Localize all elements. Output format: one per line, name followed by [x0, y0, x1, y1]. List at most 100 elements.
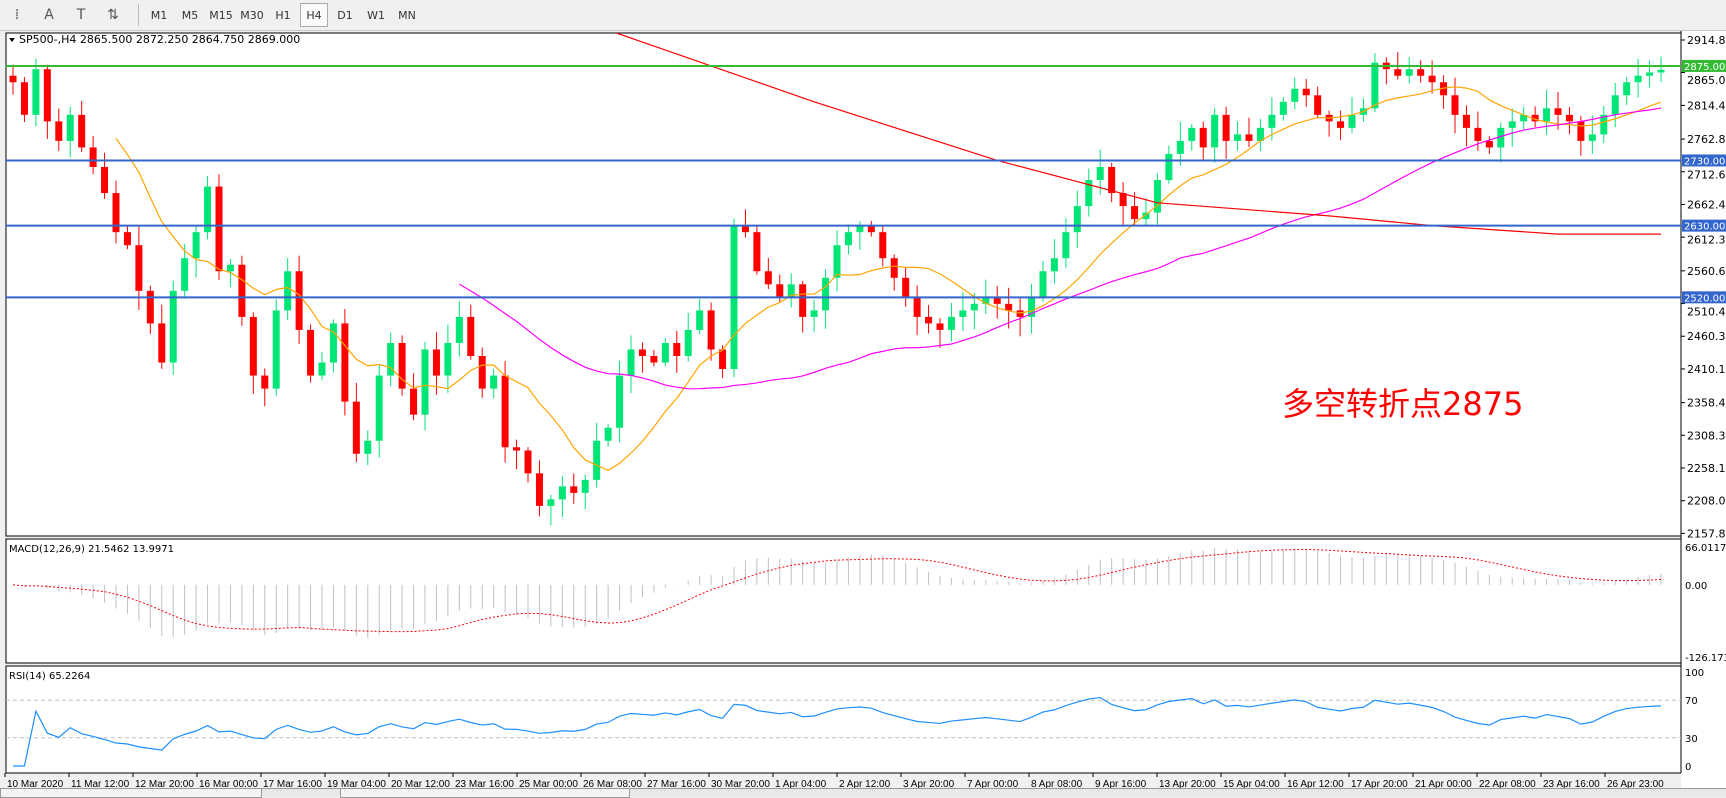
candle-body [719, 349, 727, 370]
timeframe-mn-button[interactable]: MN [398, 8, 416, 22]
candle-body [1142, 212, 1150, 220]
candle [364, 430, 372, 466]
timeframe-m30-button[interactable]: M30 [240, 8, 264, 22]
timeframe-m5-button[interactable]: M5 [181, 8, 199, 22]
text-icon[interactable]: T [76, 7, 86, 23]
candle [890, 254, 898, 291]
candle [284, 258, 292, 321]
candle [787, 273, 795, 308]
candle [1337, 110, 1345, 141]
candle [993, 285, 1001, 319]
candle-body [764, 271, 772, 285]
time-label: 26 Apr 23:00 [1607, 779, 1664, 788]
candle-body [833, 245, 841, 278]
time-label: 16 Apr 12:00 [1287, 779, 1344, 788]
candle [89, 136, 97, 175]
candle [1611, 82, 1619, 128]
candle-body [375, 375, 383, 441]
time-label: 17 Mar 16:00 [263, 779, 322, 788]
rsi-tick-label: 0 [1685, 762, 1691, 773]
candle [1222, 106, 1230, 159]
candle-body [1039, 271, 1047, 298]
candle [570, 473, 578, 504]
candle [1520, 107, 1528, 131]
candle-body [432, 349, 440, 376]
candle [318, 351, 326, 381]
time-label: 9 Apr 16:00 [1095, 779, 1147, 788]
candle [833, 230, 841, 292]
arrows-icon[interactable]: ⇅ [107, 7, 119, 23]
candle [1005, 287, 1013, 329]
candle-body [741, 225, 749, 233]
candle-body [959, 310, 967, 317]
candle-body [993, 297, 1001, 304]
candle [1600, 106, 1608, 144]
candle [547, 494, 555, 526]
candle [1405, 57, 1413, 84]
candle [1268, 97, 1276, 141]
candle [867, 221, 875, 237]
candle-body [55, 121, 63, 141]
candle [501, 361, 509, 463]
candle [467, 304, 475, 360]
candle-body [570, 486, 578, 493]
candle [1371, 53, 1379, 113]
candle [1039, 260, 1047, 302]
candle [799, 280, 807, 333]
candle [1119, 182, 1127, 226]
collapse-triangle-icon[interactable] [9, 38, 15, 42]
candle [307, 324, 315, 383]
text-label-icon[interactable]: A [44, 7, 54, 23]
timeframe-h4-button[interactable]: H4 [300, 3, 328, 27]
candle-body [913, 297, 921, 317]
candle [1165, 145, 1173, 184]
candle-body [535, 473, 543, 506]
candle-body [387, 342, 395, 376]
candle-body [1108, 166, 1116, 194]
candle-body [661, 342, 669, 363]
candle-body [1485, 140, 1493, 148]
candle [535, 460, 543, 517]
timeframe-h1-button[interactable]: H1 [275, 8, 291, 22]
candle-body [673, 342, 681, 356]
price-tick-label: 2358.490 [1687, 397, 1726, 410]
candle-body [1577, 121, 1585, 141]
time-label: 17 Apr 20:00 [1351, 779, 1408, 788]
horizontal-line-label: 2520.000 [1684, 293, 1726, 304]
price-chart[interactable]: 2914.810 2865.000 2814.490 2762.810 2712.650… [0, 31, 1726, 788]
candle [524, 447, 532, 483]
candle [764, 257, 772, 289]
candle [1279, 97, 1287, 121]
candle-body [1451, 95, 1459, 115]
candle [249, 312, 257, 394]
candle-body [1440, 82, 1448, 96]
timeframe-m1-button[interactable]: M1 [150, 8, 168, 22]
candle [158, 304, 166, 369]
candle [261, 368, 269, 407]
price-label-bg [1682, 291, 1726, 304]
candle [1565, 107, 1573, 135]
candle [1085, 168, 1093, 217]
price-label-bg [1682, 59, 1726, 72]
candle-body [1348, 114, 1356, 128]
candle [1256, 119, 1264, 151]
candle-body [1588, 134, 1596, 141]
candle-body [295, 271, 303, 330]
candle [123, 226, 131, 250]
timeframe-m15-button[interactable]: M15 [209, 8, 233, 22]
timeframe-w1-button[interactable]: W1 [367, 8, 385, 22]
period-separators-icon[interactable]: ⁞ [14, 7, 20, 23]
timeframe-d1-button[interactable]: D1 [337, 8, 353, 22]
time-label: 26 Mar 08:00 [583, 779, 642, 788]
candle-body [810, 310, 818, 317]
candle-body [1543, 108, 1551, 122]
chart-toolbar: ⁞ A T ⇅ M1 M5 M15 M30 H1 H4 D1 W1 MN [0, 0, 1726, 31]
candle-body [753, 232, 761, 272]
candle [352, 382, 360, 463]
candle-body [226, 264, 234, 272]
horizontal-line-label: 2730.000 [1684, 156, 1726, 167]
candle [1234, 121, 1242, 151]
candle [1623, 76, 1631, 105]
candle-body [799, 284, 807, 317]
candle [410, 373, 418, 421]
